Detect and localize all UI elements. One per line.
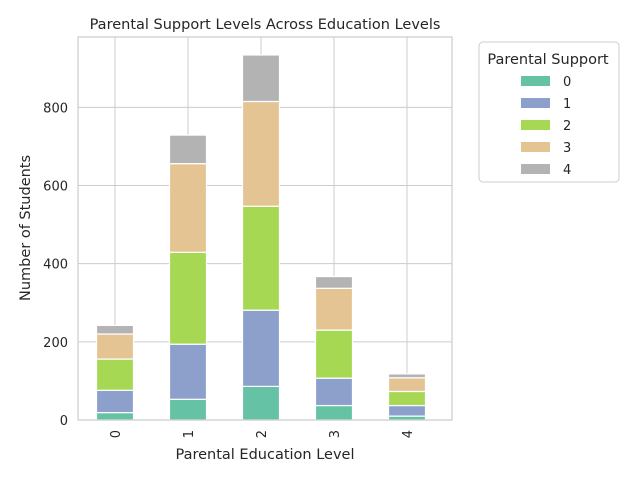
bar-segment-edu-0-support-2 xyxy=(95,358,135,391)
bar-segment-edu-4-support-1 xyxy=(387,404,427,417)
bar-segment-edu-0-support-1 xyxy=(95,389,135,414)
legend-label: 4 xyxy=(563,163,571,178)
bar-segment-edu-0-support-0 xyxy=(95,411,135,421)
x-tick-label: 3 xyxy=(328,430,343,438)
legend-swatch xyxy=(521,142,550,152)
bar-segment-edu-3-support-3 xyxy=(314,287,354,331)
legend-frame xyxy=(478,41,620,183)
bar-segment-edu-1-support-1 xyxy=(168,343,208,400)
bar-segment-edu-2-support-1 xyxy=(241,309,281,387)
legend-label: 1 xyxy=(563,97,571,112)
bar-segment-edu-3-support-2 xyxy=(314,329,354,379)
bar-segment-edu-2-support-0 xyxy=(241,385,281,421)
bar-segment-edu-0-support-3 xyxy=(95,333,135,360)
bar-segment-edu-2-support-4 xyxy=(241,54,281,103)
bar-segment-edu-1-support-4 xyxy=(168,134,208,165)
y-tick-label: 400 xyxy=(43,258,68,273)
bar-segment-edu-3-support-1 xyxy=(314,377,354,407)
x-tick-label: 1 xyxy=(182,430,197,438)
bar-segment-edu-2-support-2 xyxy=(241,205,281,311)
y-axis-label: Number of Students xyxy=(18,155,34,301)
legend-label: 3 xyxy=(563,141,571,156)
legend-swatch xyxy=(521,120,550,130)
legend-title: Parental Support xyxy=(487,52,609,68)
plot-frame xyxy=(77,36,453,421)
bar-segment-edu-2-support-3 xyxy=(241,100,281,207)
bar-segment-edu-4-support-4 xyxy=(387,373,427,379)
bar-segment-edu-1-support-0 xyxy=(168,398,208,421)
legend-swatch xyxy=(521,98,550,108)
legend-swatch xyxy=(521,164,550,174)
bar-segment-edu-3-support-0 xyxy=(314,404,354,421)
y-tick-label: 200 xyxy=(43,336,68,351)
x-tick-label: 2 xyxy=(255,430,270,438)
bar-segment-edu-0-support-4 xyxy=(95,324,135,335)
legend-label: 0 xyxy=(563,75,571,90)
bars xyxy=(95,54,427,421)
chart-title: Parental Support Levels Across Education… xyxy=(90,17,441,33)
y-tick-labels: 0 200 400 600 800 xyxy=(43,101,68,429)
y-tick-label: 800 xyxy=(43,101,68,116)
x-tick-labels: 0 1 2 3 4 xyxy=(109,430,416,438)
legend: Parental Support 0 1 2 3 4 xyxy=(478,41,620,183)
bar-segment-edu-4-support-2 xyxy=(387,390,427,407)
bar-segment-edu-4-support-3 xyxy=(387,377,427,393)
bar-segment-edu-1-support-3 xyxy=(168,163,208,253)
x-tick-label: 4 xyxy=(401,430,416,438)
x-tick-label: 0 xyxy=(109,430,124,438)
legend-swatch xyxy=(521,76,550,86)
y-tick-label: 0 xyxy=(60,414,68,429)
x-axis-label: Parental Education Level xyxy=(175,447,354,463)
bar-segment-edu-1-support-2 xyxy=(168,251,208,345)
y-tick-label: 600 xyxy=(43,180,68,195)
legend-label: 2 xyxy=(563,119,571,134)
legend-items: 0 1 2 3 4 xyxy=(521,75,571,178)
bar-segment-edu-3-support-4 xyxy=(314,275,354,289)
